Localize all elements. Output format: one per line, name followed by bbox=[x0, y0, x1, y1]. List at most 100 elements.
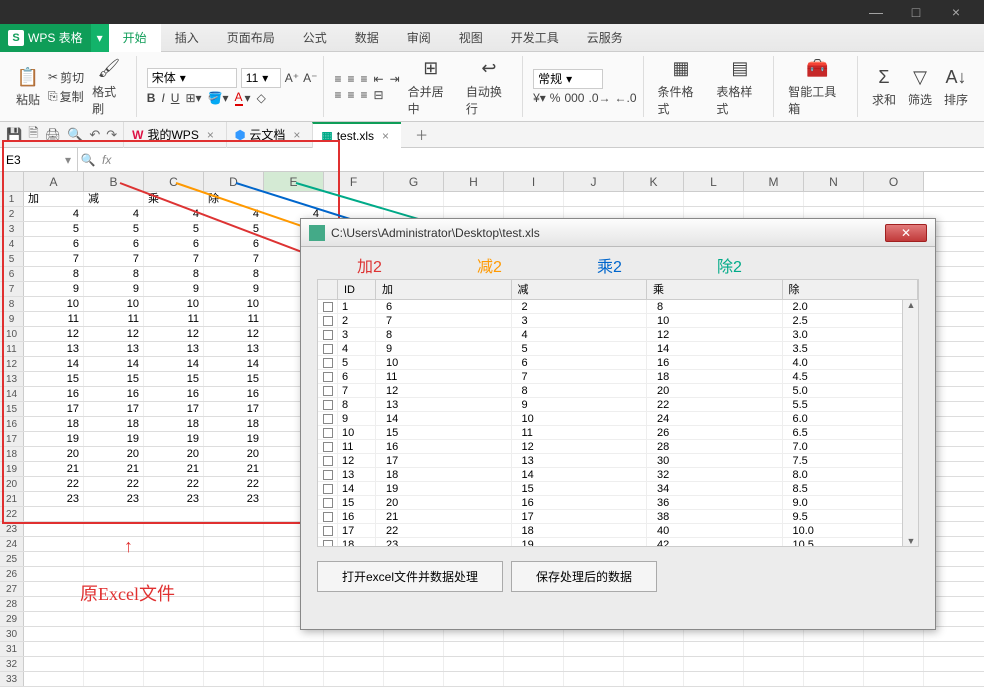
cell[interactable] bbox=[744, 657, 804, 671]
cell[interactable] bbox=[324, 642, 384, 656]
cell[interactable] bbox=[684, 657, 744, 671]
cell[interactable] bbox=[564, 672, 624, 686]
clear-format-button[interactable]: ◇ bbox=[257, 90, 266, 106]
cell[interactable]: 12 bbox=[204, 327, 264, 341]
cell[interactable] bbox=[504, 192, 564, 206]
print-icon[interactable]: 🖨 bbox=[45, 127, 62, 143]
cell[interactable]: 减 bbox=[84, 192, 144, 206]
percent-button[interactable]: % bbox=[550, 91, 561, 105]
cell[interactable]: 10 bbox=[84, 297, 144, 311]
cell[interactable]: 8 bbox=[204, 267, 264, 281]
cell[interactable] bbox=[684, 642, 744, 656]
grid-col-header[interactable]: ID bbox=[338, 280, 376, 299]
row-header[interactable]: 9 bbox=[0, 312, 24, 326]
window-close-button[interactable]: × bbox=[936, 4, 976, 20]
cell[interactable] bbox=[204, 537, 264, 551]
new-tab-button[interactable]: ＋ bbox=[407, 125, 428, 144]
merge-center-button[interactable]: ⊞合并居中 bbox=[404, 57, 458, 117]
ribbon-tab-7[interactable]: 开发工具 bbox=[497, 24, 573, 52]
indent-inc-button[interactable]: ⇥ bbox=[390, 72, 400, 86]
cell[interactable] bbox=[144, 537, 204, 551]
cell[interactable]: 5 bbox=[204, 222, 264, 236]
cell[interactable]: 23 bbox=[204, 492, 264, 506]
cell[interactable] bbox=[144, 507, 204, 521]
cell[interactable] bbox=[84, 537, 144, 551]
format-painter-button[interactable]: 🖌格式刷 bbox=[88, 57, 130, 117]
cell[interactable] bbox=[144, 522, 204, 536]
paste-button[interactable]: 📋粘贴 bbox=[12, 65, 44, 108]
cell[interactable] bbox=[204, 657, 264, 671]
result-grid[interactable]: ID加减乘除 16282.0273102.5384123.0495143.551… bbox=[317, 279, 919, 547]
align-top-button[interactable]: ≡ bbox=[334, 72, 341, 86]
row-checkbox[interactable] bbox=[323, 526, 333, 536]
grid-row[interactable]: 111612287.0 bbox=[318, 440, 918, 454]
cell[interactable] bbox=[804, 657, 864, 671]
row-checkbox[interactable] bbox=[323, 372, 333, 382]
cell[interactable] bbox=[504, 642, 564, 656]
currency-button[interactable]: ¥▾ bbox=[533, 91, 546, 105]
autosum-button[interactable]: Σ求和 bbox=[868, 65, 900, 108]
cell[interactable]: 9 bbox=[84, 282, 144, 296]
row-checkbox[interactable] bbox=[323, 400, 333, 410]
grid-row[interactable]: 16282.0 bbox=[318, 300, 918, 314]
cell[interactable] bbox=[24, 582, 84, 596]
cell[interactable]: 6 bbox=[24, 237, 84, 251]
doc-tab-2[interactable]: ▦test.xls× bbox=[312, 122, 401, 148]
cell[interactable] bbox=[24, 672, 84, 686]
cell[interactable] bbox=[264, 192, 324, 206]
cell[interactable]: 11 bbox=[204, 312, 264, 326]
grid-row[interactable]: 6117184.5 bbox=[318, 370, 918, 384]
col-header-D[interactable]: D bbox=[204, 172, 264, 191]
row-header[interactable]: 1 bbox=[0, 192, 24, 206]
ribbon-tab-4[interactable]: 数据 bbox=[341, 24, 393, 52]
row-header[interactable]: 11 bbox=[0, 342, 24, 356]
cell[interactable] bbox=[84, 672, 144, 686]
cell[interactable]: 19 bbox=[24, 432, 84, 446]
cell[interactable]: 22 bbox=[204, 477, 264, 491]
cell[interactable] bbox=[264, 657, 324, 671]
window-min-button[interactable]: — bbox=[856, 4, 896, 20]
row-header[interactable]: 2 bbox=[0, 207, 24, 221]
cell[interactable]: 5 bbox=[144, 222, 204, 236]
cell[interactable]: 14 bbox=[24, 357, 84, 371]
cell[interactable] bbox=[624, 672, 684, 686]
col-header-I[interactable]: I bbox=[504, 172, 564, 191]
cell[interactable]: 10 bbox=[144, 297, 204, 311]
cell[interactable]: 15 bbox=[204, 372, 264, 386]
cell[interactable] bbox=[204, 582, 264, 596]
cell[interactable]: 20 bbox=[144, 447, 204, 461]
save-icon[interactable]: 💾 bbox=[6, 127, 22, 143]
decimal-inc-button[interactable]: .0→ bbox=[588, 91, 610, 105]
cell[interactable] bbox=[204, 507, 264, 521]
grid-scrollbar[interactable] bbox=[902, 300, 918, 546]
cell[interactable] bbox=[624, 642, 684, 656]
cell[interactable]: 21 bbox=[84, 462, 144, 476]
copy-button[interactable]: ⎘ 复制 bbox=[48, 88, 84, 105]
grid-col-header[interactable]: 除 bbox=[783, 280, 919, 299]
row-checkbox[interactable] bbox=[323, 456, 333, 466]
cell[interactable]: 11 bbox=[84, 312, 144, 326]
cell[interactable]: 16 bbox=[204, 387, 264, 401]
cell[interactable] bbox=[864, 672, 924, 686]
row-header[interactable]: 28 bbox=[0, 597, 24, 611]
cell[interactable]: 22 bbox=[84, 477, 144, 491]
cell[interactable] bbox=[444, 657, 504, 671]
ribbon-tab-6[interactable]: 视图 bbox=[445, 24, 497, 52]
cell[interactable] bbox=[24, 657, 84, 671]
cell[interactable]: 13 bbox=[84, 342, 144, 356]
cell[interactable]: 16 bbox=[24, 387, 84, 401]
col-header-A[interactable]: A bbox=[24, 172, 84, 191]
ribbon-tab-0[interactable]: 开始 bbox=[109, 24, 161, 52]
row-header[interactable]: 15 bbox=[0, 402, 24, 416]
decrease-font-button[interactable]: A⁻ bbox=[303, 68, 317, 88]
grid-row[interactable]: 1823194210.5 bbox=[318, 538, 918, 547]
grid-row[interactable]: 101511266.5 bbox=[318, 426, 918, 440]
comma-button[interactable]: 000 bbox=[564, 91, 584, 105]
cut-button[interactable]: ✂ 剪切 bbox=[48, 69, 84, 86]
cell[interactable] bbox=[84, 567, 144, 581]
app-logo[interactable]: SWPS 表格 ▾ bbox=[0, 24, 109, 52]
cell[interactable] bbox=[24, 612, 84, 626]
cell[interactable] bbox=[684, 672, 744, 686]
ribbon-tab-2[interactable]: 页面布局 bbox=[213, 24, 289, 52]
row-header[interactable]: 30 bbox=[0, 627, 24, 641]
